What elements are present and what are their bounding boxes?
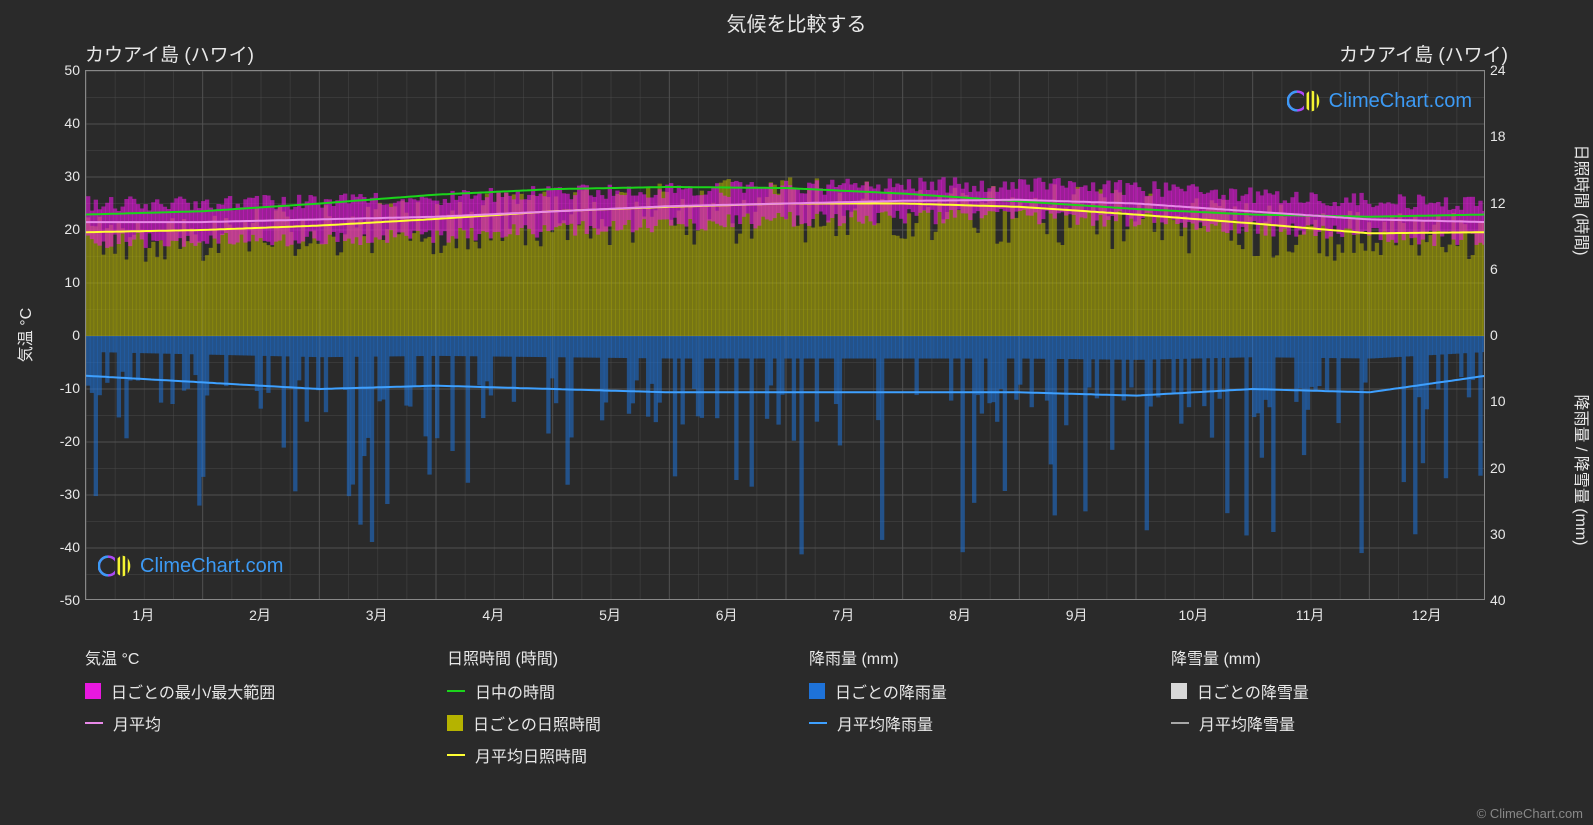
legend-label: 月平均日照時間 [475, 743, 587, 767]
y-right-tick: 10 [1490, 393, 1506, 409]
legend-col-snow: 降雪量 (mm) 日ごとの降雪量 月平均降雪量 [1171, 645, 1533, 775]
legend-label: 日ごとの最小/最大範囲 [111, 679, 275, 703]
x-tick-month: 11月 [1296, 605, 1325, 625]
swatch-sun-avg [447, 754, 465, 756]
chart-plot-area: ClimeChart.com ClimeChart.com [85, 70, 1485, 600]
y-left-tick: -50 [40, 592, 80, 608]
watermark-text: ClimeChart.com [1329, 90, 1472, 113]
legend-item-snow-daily: 日ごとの降雪量 [1171, 679, 1533, 703]
climechart-icon [98, 551, 132, 581]
y-right-tick: 40 [1490, 592, 1506, 608]
legend-head-sun: 日照時間 (時間) [447, 645, 809, 669]
y-right-tick: 20 [1490, 460, 1506, 476]
y-right-tick: 0 [1490, 327, 1498, 343]
climechart-icon [1287, 86, 1321, 116]
legend-item-sun-avg: 月平均日照時間 [447, 743, 809, 767]
y-right-tick: 30 [1490, 526, 1506, 542]
y-axis-right-top-label: 日照時間 (時間) [1571, 144, 1593, 255]
y-right-tick: 6 [1490, 261, 1498, 277]
legend-label: 日ごとの日照時間 [473, 711, 601, 735]
legend-label: 日中の時間 [475, 679, 555, 703]
chart-svg [86, 71, 1485, 600]
legend-head-snow: 降雪量 (mm) [1171, 645, 1533, 669]
x-tick-month: 3月 [366, 605, 388, 625]
legend-col-sun: 日照時間 (時間) 日中の時間 日ごとの日照時間 月平均日照時間 [447, 645, 809, 775]
footer-credit: © ClimeChart.com [1477, 806, 1583, 821]
swatch-rain-daily [809, 683, 825, 699]
legend-label: 日ごとの降雨量 [835, 679, 947, 703]
location-label-right: カウアイ島 (ハワイ) [1339, 40, 1508, 67]
y-left-tick: 0 [40, 327, 80, 343]
y-left-tick: -30 [40, 486, 80, 502]
y-left-tick: -10 [40, 380, 80, 396]
x-tick-month: 4月 [482, 605, 504, 625]
swatch-snow-avg [1171, 722, 1189, 724]
legend-item-sun-daily: 日ごとの日照時間 [447, 711, 809, 735]
y-left-tick: -20 [40, 433, 80, 449]
legend-label: 月平均 [113, 711, 161, 735]
x-tick-month: 1月 [132, 605, 154, 625]
legend-item-temp-range: 日ごとの最小/最大範囲 [85, 679, 447, 703]
x-tick-month: 6月 [716, 605, 738, 625]
swatch-temp-range [85, 683, 101, 699]
y-left-tick: 40 [40, 115, 80, 131]
watermark-bottom: ClimeChart.com [98, 551, 283, 581]
swatch-daylight [447, 690, 465, 692]
x-tick-month: 9月 [1066, 605, 1088, 625]
x-tick-month: 10月 [1179, 605, 1209, 625]
y-left-tick: 20 [40, 221, 80, 237]
y-right-tick: 12 [1490, 195, 1506, 211]
x-tick-month: 8月 [949, 605, 971, 625]
y-left-tick: 30 [40, 168, 80, 184]
legend-item-daylight: 日中の時間 [447, 679, 809, 703]
x-tick-month: 2月 [249, 605, 271, 625]
watermark-top: ClimeChart.com [1287, 86, 1472, 116]
legend-col-rain: 降雨量 (mm) 日ごとの降雨量 月平均降雨量 [809, 645, 1171, 775]
legend-col-temp: 気温 °C 日ごとの最小/最大範囲 月平均 [85, 645, 447, 775]
legend-label: 月平均降雨量 [837, 711, 933, 735]
y-right-tick: 24 [1490, 62, 1506, 78]
page-title: 気候を比較する [0, 8, 1593, 37]
legend: 気温 °C 日ごとの最小/最大範囲 月平均 日照時間 (時間) 日中の時間 日ご… [85, 645, 1533, 775]
legend-item-rain-daily: 日ごとの降雨量 [809, 679, 1171, 703]
legend-head-rain: 降雨量 (mm) [809, 645, 1171, 669]
y-axis-left-label: 気温 °C [12, 308, 36, 362]
watermark-text: ClimeChart.com [140, 555, 283, 578]
y-left-tick: 10 [40, 274, 80, 290]
legend-label: 日ごとの降雪量 [1197, 679, 1309, 703]
swatch-snow-daily [1171, 683, 1187, 699]
y-axis-right-bottom-label: 降雨量 / 降雪量 (mm) [1571, 394, 1593, 545]
swatch-temp-avg [85, 722, 103, 724]
y-left-tick: -40 [40, 539, 80, 555]
legend-label: 月平均降雪量 [1199, 711, 1295, 735]
legend-item-rain-avg: 月平均降雨量 [809, 711, 1171, 735]
legend-head-temp: 気温 °C [85, 645, 447, 669]
legend-item-temp-avg: 月平均 [85, 711, 447, 735]
y-right-tick: 18 [1490, 128, 1506, 144]
x-tick-month: 12月 [1412, 605, 1442, 625]
x-tick-month: 7月 [832, 605, 854, 625]
legend-item-snow-avg: 月平均降雪量 [1171, 711, 1533, 735]
swatch-rain-avg [809, 722, 827, 724]
swatch-sun-daily [447, 715, 463, 731]
location-label-left: カウアイ島 (ハワイ) [85, 40, 254, 67]
y-left-tick: 50 [40, 62, 80, 78]
x-tick-month: 5月 [599, 605, 621, 625]
